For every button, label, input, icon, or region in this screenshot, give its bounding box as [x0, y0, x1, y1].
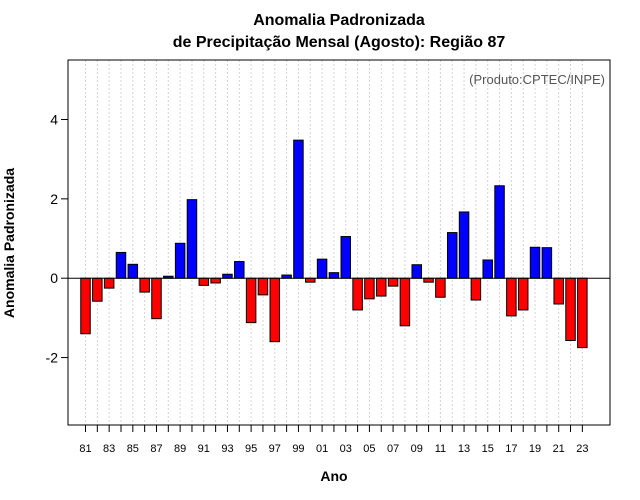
bar-94: [234, 261, 245, 279]
y-axis-label: Anomalia Padronizada: [1, 168, 17, 318]
x-tick-label: 95: [245, 443, 257, 455]
bar-16: [494, 185, 505, 279]
bar-15: [482, 259, 493, 279]
bar-00: [305, 277, 316, 283]
bar-01: [316, 258, 328, 279]
bar-22: [565, 277, 576, 341]
y-tick-label: 4: [50, 112, 58, 128]
x-tick-label: 07: [387, 443, 399, 455]
bar-04: [352, 277, 363, 311]
x-tick-label: 23: [576, 443, 588, 455]
x-tick-label: 15: [482, 443, 494, 455]
bar-93: [222, 273, 233, 279]
bar-86: [139, 277, 150, 293]
x-tick-label: 91: [198, 443, 210, 455]
bar-97: [269, 277, 281, 343]
x-axis-label: Ano: [320, 468, 347, 484]
bar-99: [293, 139, 304, 279]
x-tick-label: 09: [411, 443, 423, 455]
bar-83: [103, 277, 115, 289]
bar-13: [458, 211, 470, 279]
x-axis: 81 83 85 87 89 91 93 95 97 99 01 03 05 07 09 11 13 15 17 19…: [79, 425, 588, 455]
y-axis: -2 0 2 4: [46, 112, 68, 366]
x-tick-label: 81: [79, 443, 91, 455]
y-tick-label: 0: [50, 270, 58, 286]
x-tick-label: 85: [127, 443, 139, 455]
x-tick-label: 83: [103, 443, 115, 455]
bar-10: [423, 277, 434, 283]
bar-81: [80, 277, 91, 335]
bar-17: [506, 277, 517, 317]
bar-09: [411, 264, 422, 279]
bar-21: [553, 277, 564, 305]
bar-90: [186, 199, 198, 279]
bar-03: [340, 236, 352, 279]
bar-05: [364, 277, 375, 300]
bar-14: [470, 277, 482, 301]
bar-19: [529, 246, 541, 279]
grid-lines: [85, 60, 583, 425]
x-tick-label: 17: [505, 443, 517, 455]
bar-96: [257, 277, 269, 296]
x-tick-label: 93: [221, 443, 233, 455]
x-tick-label: 89: [174, 443, 186, 455]
bar-23: [577, 277, 588, 349]
x-tick-label: 11: [435, 443, 446, 455]
bar-06: [376, 277, 387, 297]
bar-11: [435, 277, 446, 298]
x-tick-label: 01: [316, 443, 328, 455]
bar-85: [127, 263, 139, 279]
x-tick-label: 19: [529, 443, 541, 455]
chart-title-line1: Anomalia Padronizada: [253, 12, 425, 29]
bar-18: [517, 277, 529, 311]
bar-89: [174, 242, 186, 279]
bar-82: [92, 277, 103, 302]
x-tick-label: 21: [553, 443, 565, 455]
bar-84: [115, 251, 127, 279]
y-tick-label: -2: [46, 350, 59, 366]
x-tick-label: 97: [269, 443, 281, 455]
bar-02: [328, 272, 340, 279]
bar-87: [151, 277, 162, 320]
bar-95: [245, 277, 257, 324]
x-tick-label: 87: [150, 443, 162, 455]
x-tick-label: 13: [458, 443, 470, 455]
bar-07: [387, 277, 399, 287]
bar-08: [399, 277, 411, 327]
chart-title-line2: de Precipitação Mensal (Agosto): Região …: [173, 34, 506, 51]
x-tick-label: 05: [363, 443, 375, 455]
bar-91: [198, 277, 210, 286]
plot-frame: [67, 59, 611, 426]
source-annotation: (Produto:CPTEC/INPE): [469, 72, 605, 87]
bar-20: [541, 247, 553, 279]
y-tick-label: 2: [50, 191, 58, 207]
bar-12: [446, 232, 458, 279]
x-tick-label: 03: [340, 443, 352, 455]
x-tick-label: 99: [292, 443, 304, 455]
bar-92: [210, 277, 221, 284]
